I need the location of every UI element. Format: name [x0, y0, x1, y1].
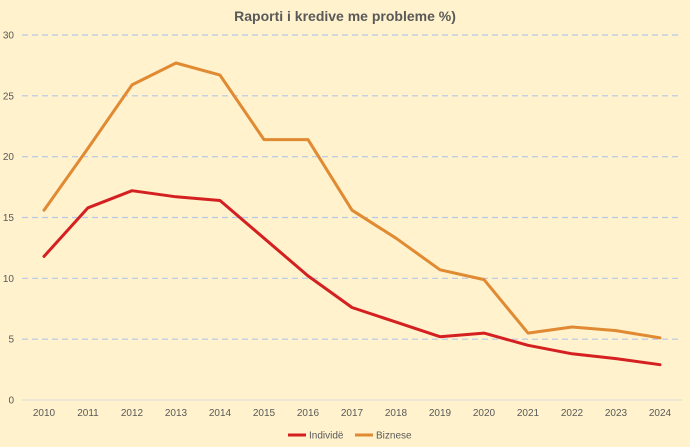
- x-tick-label-2017: 2017: [341, 408, 364, 419]
- data-point-biznese-2020: [482, 278, 486, 282]
- x-tick-label-2021: 2021: [517, 408, 540, 419]
- data-point-biznese-2017: [350, 208, 354, 212]
- data-point-individe-2013: [174, 195, 178, 199]
- x-tick-label-2015: 2015: [253, 408, 276, 419]
- data-point-biznese-2012: [130, 83, 134, 87]
- data-point-biznese-2014: [218, 73, 222, 77]
- data-point-biznese-2016: [306, 138, 310, 142]
- y-tick-label-30: 30: [3, 31, 15, 42]
- data-point-biznese-2022: [570, 325, 574, 329]
- data-point-biznese-2021: [526, 331, 530, 335]
- data-point-biznese-2011: [86, 146, 90, 150]
- series-line-individe: [42, 189, 662, 367]
- x-tick-label-2010: 2010: [33, 408, 56, 419]
- x-tick-label-2013: 2013: [165, 408, 188, 419]
- data-point-individe-2022: [570, 352, 574, 356]
- data-point-individe-2021: [526, 343, 530, 347]
- y-tick-label-5: 5: [8, 335, 14, 346]
- x-tick-label-2020: 2020: [473, 408, 496, 419]
- chart-title: Raporti i kredive me probleme %): [234, 8, 456, 24]
- data-point-biznese-2013: [174, 61, 178, 65]
- x-tick-label-2023: 2023: [605, 408, 628, 419]
- data-point-individe-2014: [218, 198, 222, 202]
- data-point-individe-2024: [658, 363, 662, 367]
- series-line-biznese: [42, 61, 662, 340]
- data-point-biznese-2019: [438, 268, 442, 272]
- y-tick-label-25: 25: [3, 91, 15, 102]
- x-tick-label-2019: 2019: [429, 408, 452, 419]
- x-tick-label-2014: 2014: [209, 408, 232, 419]
- data-point-individe-2012: [130, 189, 134, 193]
- data-point-individe-2010: [42, 254, 46, 258]
- y-tick-label-10: 10: [3, 274, 15, 285]
- data-point-biznese-2015: [262, 138, 266, 142]
- x-tick-label-2024: 2024: [649, 408, 672, 419]
- y-tick-label-20: 20: [3, 152, 15, 163]
- x-tick-label-2022: 2022: [561, 408, 584, 419]
- y-tick-label-15: 15: [3, 213, 15, 224]
- data-point-individe-2023: [614, 357, 618, 361]
- data-point-individe-2019: [438, 335, 442, 339]
- data-point-biznese-2010: [42, 208, 46, 212]
- data-point-individe-2015: [262, 236, 266, 240]
- data-point-individe-2020: [482, 331, 486, 335]
- data-point-biznese-2023: [614, 329, 618, 333]
- x-tick-label-2018: 2018: [385, 408, 408, 419]
- data-point-biznese-2018: [394, 236, 398, 240]
- data-point-individe-2017: [350, 306, 354, 310]
- y-tick-label-0: 0: [8, 396, 14, 407]
- legend-label-biznese: Biznese: [376, 431, 412, 442]
- x-tick-label-2012: 2012: [121, 408, 144, 419]
- x-tick-label-2016: 2016: [297, 408, 320, 419]
- data-point-biznese-2024: [658, 336, 662, 340]
- data-point-individe-2016: [306, 274, 310, 278]
- data-point-individe-2011: [86, 206, 90, 210]
- x-tick-label-2011: 2011: [77, 408, 99, 419]
- data-point-individe-2018: [394, 320, 398, 324]
- legend-label-individe: Individë: [309, 431, 344, 442]
